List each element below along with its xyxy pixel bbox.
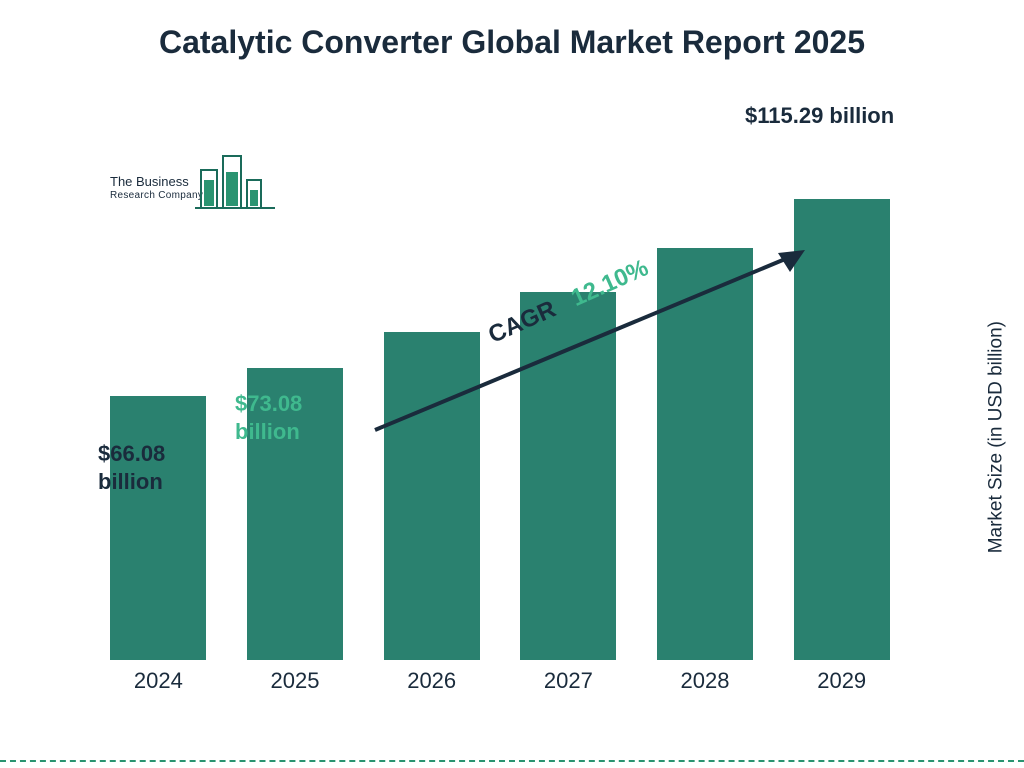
bar bbox=[794, 199, 890, 660]
value-label: $115.29 billion bbox=[745, 102, 945, 130]
y-axis-label: Market Size (in USD billion) bbox=[985, 321, 1007, 553]
bar-wrap: 2026 bbox=[363, 180, 500, 660]
value-label: $73.08billion bbox=[235, 390, 345, 445]
bar bbox=[657, 248, 753, 660]
x-axis-label: 2028 bbox=[637, 668, 774, 694]
bar bbox=[384, 332, 480, 660]
x-axis-label: 2029 bbox=[773, 668, 910, 694]
x-axis-label: 2025 bbox=[227, 668, 364, 694]
bar-wrap: 2024 bbox=[90, 180, 227, 660]
chart-area: The Business Research Company 2024202520… bbox=[90, 140, 910, 700]
x-axis-label: 2027 bbox=[500, 668, 637, 694]
bar-wrap: 2027 bbox=[500, 180, 637, 660]
bar-wrap: 2028 bbox=[637, 180, 774, 660]
bar bbox=[520, 292, 616, 660]
bar bbox=[110, 396, 206, 660]
chart-title: Catalytic Converter Global Market Report… bbox=[0, 0, 1024, 62]
x-axis-label: 2026 bbox=[363, 668, 500, 694]
x-axis-label: 2024 bbox=[90, 668, 227, 694]
bar-wrap: 2029 bbox=[773, 180, 910, 660]
footer-dashed-line bbox=[0, 760, 1024, 762]
value-label: $66.08billion bbox=[98, 440, 208, 495]
bars-container: 202420252026202720282029 bbox=[90, 180, 910, 660]
